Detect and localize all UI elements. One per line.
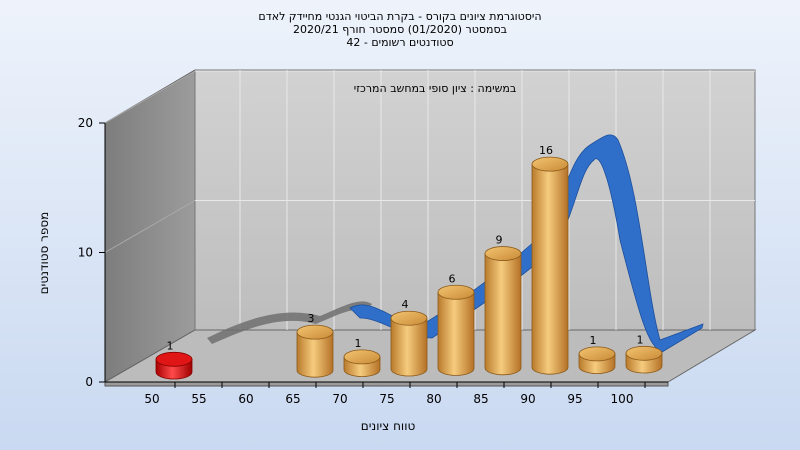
chart-title-line-3: סטודנטים רשומים - 42 bbox=[346, 36, 454, 49]
x-tick-label: 70 bbox=[332, 392, 347, 406]
bar-top bbox=[343, 349, 381, 365]
floor-front-edge bbox=[104, 381, 669, 387]
bar-value-label: 9 bbox=[496, 234, 503, 247]
bar-top bbox=[484, 246, 522, 261]
x-tick-label: 95 bbox=[567, 392, 582, 406]
x-tick-label: 90 bbox=[520, 392, 535, 406]
x-tick-label: 80 bbox=[426, 392, 441, 406]
y-axis-label: מספר סטודנטים bbox=[37, 212, 51, 295]
bar-top bbox=[437, 284, 475, 300]
y-axis: 0 10 20 bbox=[78, 116, 106, 389]
x-tick-label: 100 bbox=[611, 392, 634, 406]
bar-value-label: 4 bbox=[402, 298, 409, 311]
grid-line-diag bbox=[104, 70, 196, 124]
y-tick-label: 20 bbox=[78, 116, 93, 130]
grid-line-diag bbox=[104, 200, 196, 253]
bar-body bbox=[390, 317, 428, 377]
chart-title-line-2: בסמסטר (01/2020) סמסטר חורף 2020/21 bbox=[293, 23, 507, 36]
bar-top bbox=[625, 345, 663, 361]
x-tick-label: 60 bbox=[238, 392, 253, 406]
y-tick-label: 0 bbox=[85, 375, 93, 389]
bar-top bbox=[531, 156, 569, 172]
bar-top bbox=[578, 346, 616, 362]
bar-body bbox=[437, 291, 475, 376]
bar-body bbox=[484, 253, 522, 376]
bar-value-label: 1 bbox=[637, 333, 644, 346]
bar-value-label: 1 bbox=[590, 334, 597, 347]
x-axis: 50 55 60 65 70 75 80 85 90 95 100 bbox=[105, 381, 668, 406]
bar: 1 bbox=[625, 333, 663, 374]
x-tick-label: 65 bbox=[285, 392, 300, 406]
y-tick-label: 10 bbox=[78, 246, 93, 260]
bar-value-label: 1 bbox=[167, 339, 174, 352]
x-tick-label: 75 bbox=[379, 392, 394, 406]
chart-subtitle: במשימה : ציון סופי במחשב המרכזי bbox=[354, 82, 517, 95]
distribution-curve-back bbox=[207, 301, 372, 344]
bar-value-label: 16 bbox=[539, 144, 553, 157]
bar-top bbox=[296, 324, 334, 340]
grid-lines bbox=[104, 70, 755, 330]
x-tick-label: 50 bbox=[144, 392, 159, 406]
x-axis-label: טווח ציונים bbox=[361, 419, 416, 433]
chart-title-block: היסטוגרמת ציונים בקורס - בקרת הביטוי הגנ… bbox=[0, 10, 800, 49]
x-tick-label: 55 bbox=[191, 392, 206, 406]
bar-body bbox=[296, 331, 334, 378]
bar-value-label: 3 bbox=[308, 312, 315, 325]
bar: 1 bbox=[343, 337, 381, 377]
bar: 9 bbox=[484, 234, 522, 376]
bar-value-label: 1 bbox=[355, 337, 362, 350]
bar: 3 bbox=[296, 312, 334, 378]
bars-layer: 1 3 1 4 6 9 16 1 1 bbox=[155, 144, 663, 380]
chart-title-line-1: היסטוגרמת ציונים בקורס - בקרת הביטוי הגנ… bbox=[258, 10, 542, 23]
bar-top bbox=[155, 351, 193, 367]
bar-body bbox=[531, 163, 569, 375]
x-tick-label: 85 bbox=[473, 392, 488, 406]
bar-value-label: 6 bbox=[449, 272, 456, 285]
bar: 6 bbox=[437, 272, 475, 376]
bar: 1 bbox=[578, 334, 616, 374]
bar: 4 bbox=[390, 298, 428, 377]
bar-top bbox=[390, 310, 428, 326]
bar: 1 bbox=[155, 339, 193, 380]
bar: 16 bbox=[531, 144, 569, 375]
